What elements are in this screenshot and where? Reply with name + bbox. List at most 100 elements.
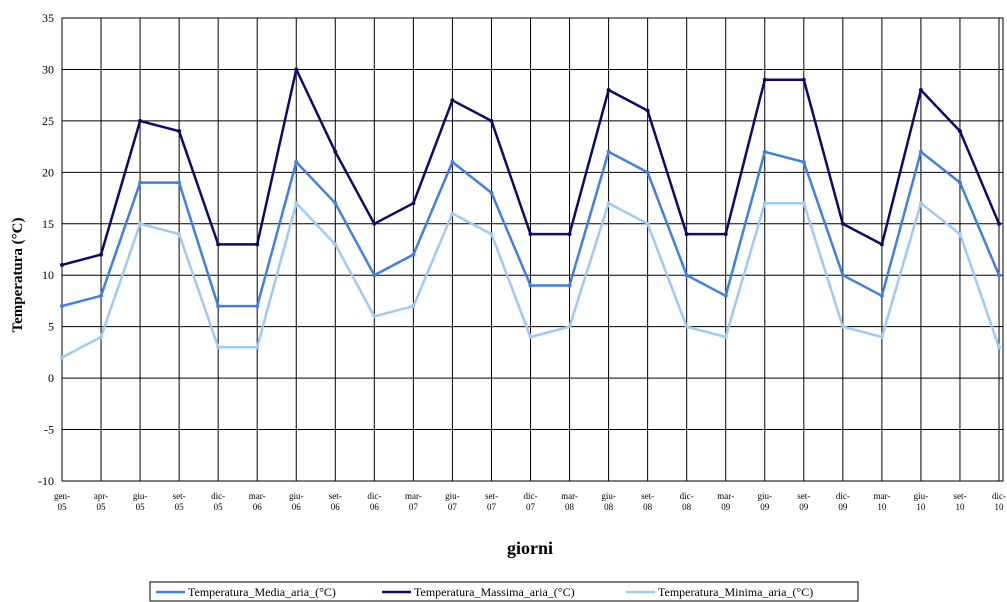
legend-label-media: Temperatura_Media_aria_(°C) — [188, 585, 336, 599]
x-tick-label: dic- — [836, 491, 850, 501]
data-point-series-0 — [997, 273, 1001, 278]
data-point-series-2 — [567, 324, 572, 329]
data-point-series-1 — [216, 242, 221, 247]
x-tick-label: 08 — [643, 502, 653, 512]
chart-legend: Temperatura_Media_aria_(°C) Temperatura_… — [149, 581, 859, 602]
x-tick-label: dic- — [992, 491, 1006, 501]
x-tick-label: 07 — [526, 502, 536, 512]
data-point-series-1 — [411, 201, 416, 206]
data-point-series-2 — [60, 355, 64, 360]
data-point-series-1 — [99, 252, 104, 257]
data-point-series-0 — [294, 160, 299, 165]
x-tick-label: 09 — [838, 502, 848, 512]
data-point-series-2 — [489, 232, 494, 237]
x-tick-label: 08 — [682, 502, 692, 512]
x-tick-label: giu- — [445, 491, 460, 501]
x-tick-label: mar- — [249, 491, 266, 501]
x-tick-label: 05 — [58, 502, 68, 512]
x-tick-label: 09 — [799, 502, 809, 512]
data-point-series-0 — [177, 180, 182, 185]
data-point-series-1 — [489, 118, 494, 123]
data-point-series-0 — [489, 190, 494, 195]
legend-label-minima: Temperatura_Minima_aria_(°C) — [658, 585, 813, 599]
data-point-series-0 — [684, 273, 689, 278]
data-point-series-2 — [411, 304, 416, 309]
data-point-series-0 — [216, 304, 221, 309]
x-tick-label: giu- — [133, 491, 148, 501]
data-point-series-1 — [840, 221, 845, 226]
data-point-series-2 — [138, 221, 143, 226]
x-tick-label: 05 — [214, 502, 224, 512]
x-tick-label: mar- — [405, 491, 422, 501]
x-tick-label: 08 — [604, 502, 614, 512]
data-point-series-2 — [684, 324, 689, 329]
data-point-series-2 — [294, 201, 299, 206]
data-point-series-1 — [138, 118, 143, 123]
data-point-series-2 — [645, 221, 650, 226]
data-point-series-1 — [333, 149, 338, 154]
data-point-series-0 — [372, 273, 377, 278]
x-tick-label: 05 — [175, 502, 185, 512]
data-point-series-1 — [255, 242, 260, 247]
y-tick-label: -10 — [38, 474, 54, 488]
x-tick-label: set- — [641, 491, 654, 501]
x-tick-label: giu- — [289, 491, 304, 501]
x-tick-label: set- — [329, 491, 342, 501]
series-layer — [60, 67, 1001, 360]
data-point-series-1 — [294, 67, 299, 72]
x-axis-title: giorni — [507, 538, 553, 558]
x-tick-label: 09 — [760, 502, 770, 512]
data-point-series-1 — [567, 232, 572, 237]
legend-box — [149, 581, 859, 602]
x-tick-label: 06 — [331, 502, 341, 512]
x-tick-label: giu- — [758, 491, 773, 501]
data-point-series-2 — [372, 314, 377, 319]
plot-area — [61, 17, 1004, 482]
x-tick-label: 06 — [253, 502, 263, 512]
x-tick-label: set- — [797, 491, 810, 501]
data-point-series-1 — [801, 77, 806, 82]
data-point-series-2 — [879, 334, 884, 339]
y-axis-title: Temperatura (°C) — [10, 217, 26, 332]
data-point-series-1 — [645, 108, 650, 113]
y-tick-label: 30 — [42, 62, 54, 76]
data-point-series-2 — [177, 232, 182, 237]
y-tick-label: -5 — [44, 423, 54, 437]
x-tick-label: mar- — [561, 491, 578, 501]
x-tick-label: dic- — [367, 491, 381, 501]
data-point-series-1 — [762, 77, 767, 82]
x-tick-label: dic- — [524, 491, 538, 501]
data-point-series-0 — [411, 252, 416, 257]
y-tick-label: 0 — [48, 371, 54, 385]
x-axis-ticks: gen-05apr-05giu-05set-05dic-05mar-06giu-… — [54, 491, 1006, 512]
data-point-series-1 — [177, 129, 182, 134]
data-point-series-1 — [606, 88, 611, 93]
x-tick-label: giu- — [914, 491, 929, 501]
data-point-series-0 — [723, 293, 728, 298]
x-tick-label: apr- — [94, 491, 108, 501]
y-tick-label: 5 — [48, 320, 54, 334]
x-tick-label: 07 — [448, 502, 458, 512]
x-tick-label: 10 — [995, 502, 1005, 512]
data-point-series-2 — [801, 201, 806, 206]
data-point-series-2 — [450, 211, 455, 216]
y-tick-label: 20 — [42, 165, 54, 179]
data-point-series-2 — [528, 334, 533, 339]
data-point-series-2 — [216, 345, 221, 350]
data-point-series-0 — [99, 293, 104, 298]
x-tick-label: 07 — [487, 502, 497, 512]
data-point-series-1 — [723, 232, 728, 237]
data-point-series-0 — [138, 180, 143, 185]
x-tick-label: 08 — [565, 502, 575, 512]
data-point-series-2 — [957, 232, 962, 237]
x-tick-label: 05 — [136, 502, 146, 512]
y-tick-label: 35 — [42, 11, 54, 25]
x-tick-label: 10 — [955, 502, 965, 512]
chart-grid — [61, 17, 1004, 482]
data-point-series-0 — [957, 180, 962, 185]
x-tick-label: 10 — [877, 502, 887, 512]
data-point-series-1 — [60, 262, 64, 267]
legend-label-massima: Temperatura_Massima_aria_(°C) — [414, 585, 575, 599]
data-point-series-2 — [99, 334, 104, 339]
